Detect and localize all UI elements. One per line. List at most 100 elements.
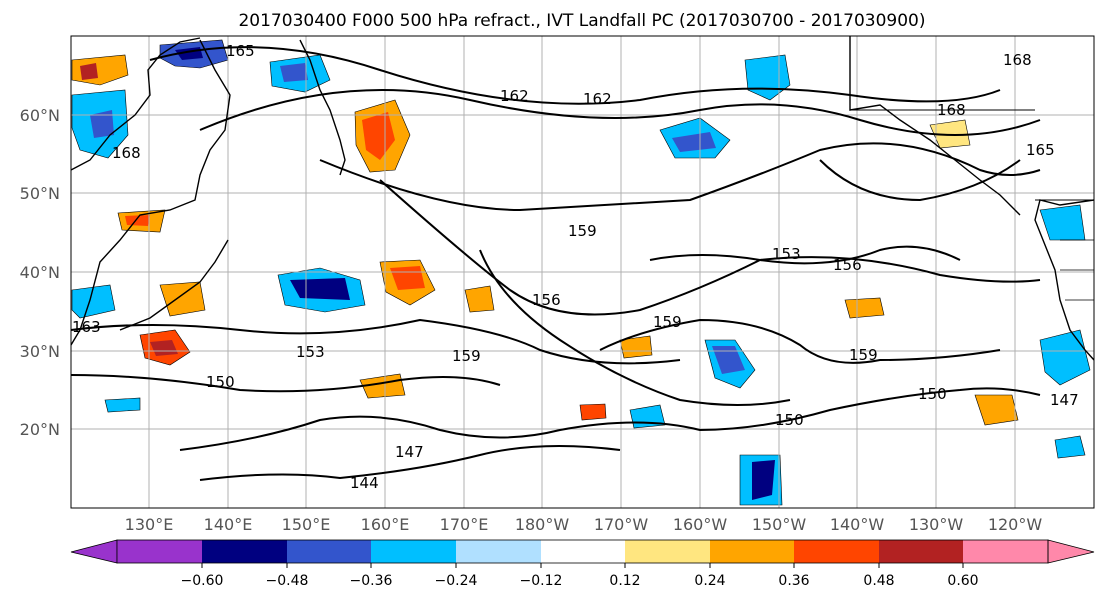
- contour-line: [70, 318, 681, 365]
- contour-label: 162: [500, 87, 529, 105]
- contour-label: 168: [1003, 51, 1032, 69]
- shade-patch: [125, 215, 150, 226]
- shade-patch: [359, 373, 406, 399]
- lon-label: 120°W: [988, 515, 1043, 534]
- shade-patch: [712, 346, 745, 374]
- contour-label: 150: [775, 411, 804, 429]
- contour-line: [179, 387, 1041, 451]
- shade-patch: [80, 63, 98, 80]
- colorbar-segment: [879, 540, 963, 563]
- contour-label: 168: [937, 101, 966, 119]
- contour-label: 144: [350, 474, 379, 492]
- colorbar-min-extension: [70, 539, 118, 564]
- shade-patch: [104, 397, 141, 413]
- coastline-asia: [70, 37, 231, 346]
- shade-patch: [464, 285, 495, 313]
- contour-line: [199, 445, 621, 481]
- coastline-alaska: [849, 36, 1021, 216]
- colorbar-segment: [371, 540, 456, 563]
- shade-patch: [974, 394, 1019, 426]
- contour-line: [70, 374, 501, 393]
- contour-line: [379, 179, 1041, 316]
- contour-label: 147: [395, 443, 424, 461]
- shade-patch: [1039, 329, 1091, 386]
- colorbar: −0.60 −0.48 −0.36 −0.24 −0.12 0.12 0.24 …: [70, 539, 1095, 589]
- colorbar-tick-label: 0.48: [863, 573, 894, 589]
- colorbar-segment: [541, 540, 625, 563]
- lon-label: 170°W: [594, 515, 649, 534]
- colorbar-segment: [794, 540, 879, 563]
- colorbar-frame: [116, 539, 1049, 564]
- contour-label: 159: [849, 346, 878, 364]
- colorbar-tick-label: 0.36: [778, 573, 809, 589]
- colorbar-segment: [625, 540, 710, 563]
- contour-line: [819, 159, 1021, 202]
- contour-label: 153: [772, 245, 801, 263]
- colorbar-tick-labels: −0.60 −0.48 −0.36 −0.24 −0.12 0.12 0.24 …: [181, 573, 979, 589]
- colorbar-tick-label: −0.48: [266, 573, 309, 589]
- contour-label: 153: [296, 343, 325, 361]
- colorbar-ticks: [201, 563, 964, 568]
- lon-label: 130°E: [125, 515, 174, 534]
- shade-patch: [1054, 435, 1086, 459]
- contour-line: [599, 318, 1001, 364]
- lat-label: 30°N: [20, 342, 60, 361]
- map-panel: 165 162 162 168 168 165 168 153 156 159 …: [70, 35, 1095, 509]
- colorbar-segment: [963, 540, 1048, 563]
- contours: [70, 46, 1041, 481]
- shade-patch: [90, 110, 114, 138]
- shade-patch: [150, 340, 178, 356]
- colorbar-tick-label: −0.60: [181, 573, 224, 589]
- contour-label: 168: [112, 144, 141, 162]
- colorbar-tick-label: 0.60: [947, 573, 978, 589]
- shade-patch: [290, 278, 350, 300]
- lon-label: 180°W: [515, 515, 570, 534]
- lon-label: 150°E: [282, 515, 331, 534]
- contour-label: 159: [653, 313, 682, 331]
- contour-label: 150: [206, 373, 235, 391]
- contour-line: [649, 245, 961, 265]
- graticule: [71, 36, 1094, 508]
- contour-label: 165: [226, 42, 255, 60]
- lon-label: 130°W: [909, 515, 964, 534]
- shade-patch: [71, 284, 116, 319]
- colorbar-tick-label: −0.24: [435, 573, 478, 589]
- coastlines: [70, 36, 1095, 361]
- lon-label: 140°W: [830, 515, 885, 534]
- lat-label: 60°N: [20, 106, 60, 125]
- colorbar-segment: [202, 540, 287, 563]
- map-frame: [70, 35, 1095, 509]
- coastline-japan: [119, 239, 229, 331]
- contour-label: 150: [918, 385, 947, 403]
- lat-label: 40°N: [20, 263, 60, 282]
- border-us-states: [1060, 239, 1094, 301]
- contour-label: 162: [583, 90, 612, 108]
- contour-label: 159: [568, 222, 597, 240]
- shade-patch: [844, 297, 885, 319]
- lat-label: 50°N: [20, 184, 60, 203]
- coastline-kamchatka: [299, 39, 346, 176]
- figure-title: 2017030400 F000 500 hPa refract., IVT La…: [238, 11, 925, 31]
- shade-patch: [362, 112, 395, 160]
- contour-label: 165: [1026, 141, 1055, 159]
- shaded-field: [71, 39, 1091, 506]
- shade-patch: [752, 460, 775, 500]
- colorbar-segment: [117, 540, 202, 563]
- contour-line: [199, 89, 1041, 136]
- colorbar-tick-label: −0.36: [350, 573, 393, 589]
- colorbar-max-extension: [1047, 539, 1095, 564]
- lon-label: 140°E: [204, 515, 253, 534]
- contour-line: [149, 46, 1001, 105]
- lon-label: 160°E: [361, 515, 410, 534]
- contour-line: [319, 142, 1041, 212]
- coastline-north-america: [1034, 199, 1095, 361]
- lon-label: 150°W: [752, 515, 807, 534]
- colorbar-segment: [456, 540, 541, 563]
- shade-patch: [280, 63, 308, 82]
- contour-line: [479, 249, 791, 406]
- colorbar-tick-label: −0.12: [520, 573, 563, 589]
- contour-labels: 165 162 162 168 168 165 168 153 156 159 …: [72, 42, 1079, 492]
- shade-patch: [579, 403, 607, 421]
- colorbar-tick-label: 0.12: [609, 573, 640, 589]
